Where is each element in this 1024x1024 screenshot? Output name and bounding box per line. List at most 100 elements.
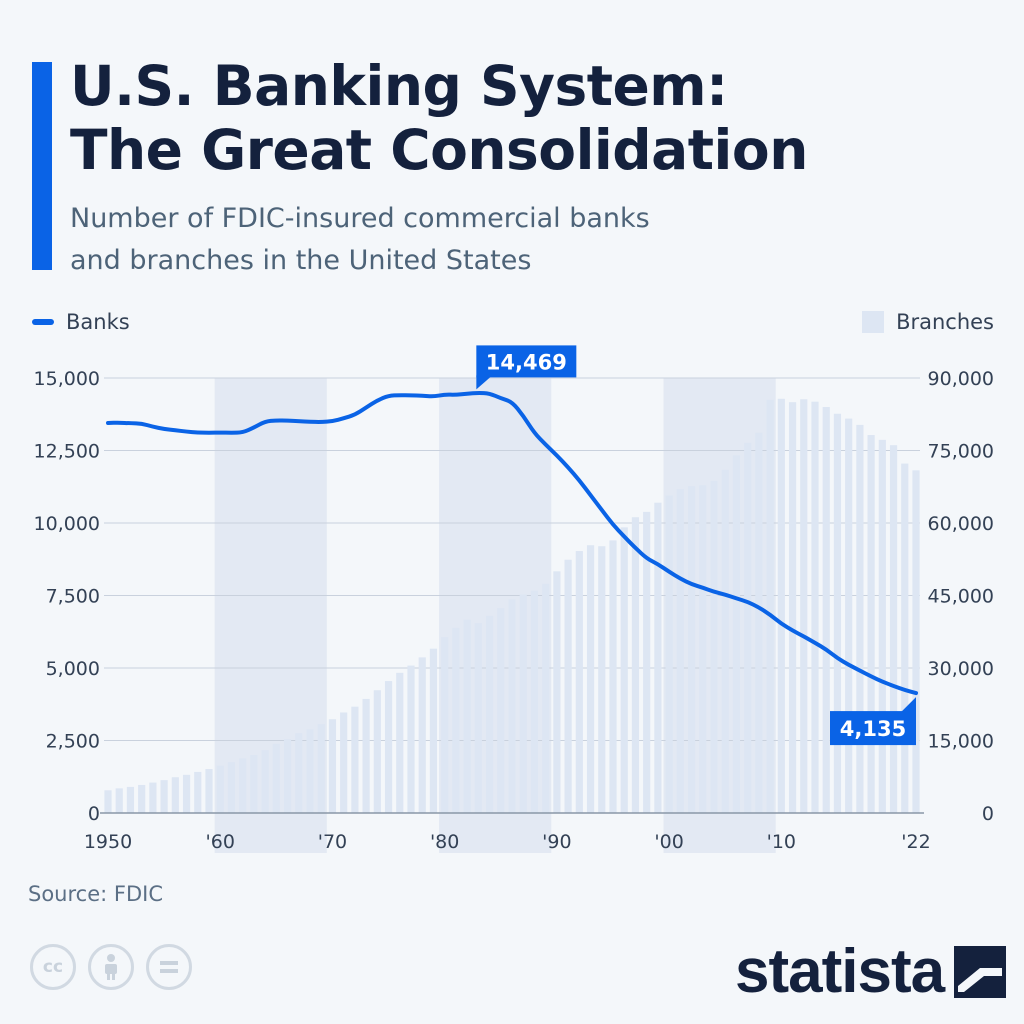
subtitle: Number of FDIC-insured commercial banks … — [70, 198, 770, 282]
branch-bar — [676, 489, 684, 813]
branch-bar — [239, 758, 247, 813]
title-line-2: The Great Consolidation — [70, 118, 808, 182]
cc-icon: cc — [30, 944, 76, 990]
branch-bar — [407, 665, 415, 813]
license-icons: cc — [30, 944, 192, 990]
branch-bar — [901, 463, 909, 813]
branch-bar — [340, 712, 348, 813]
branch-bar — [620, 527, 628, 813]
branch-bar — [295, 733, 303, 813]
branch-bar — [732, 455, 741, 813]
left-axis-tick-label: 0 — [88, 803, 100, 825]
branch-bar — [115, 788, 123, 813]
branch-bar — [474, 623, 482, 813]
branch-bar — [788, 402, 797, 813]
branch-bar — [598, 546, 606, 813]
legend-branches: Branches — [862, 310, 994, 334]
branch-bar — [205, 769, 213, 813]
branch-bar — [519, 594, 527, 813]
statista-mark-icon — [954, 945, 1007, 998]
branch-bar — [216, 765, 224, 813]
page-title: U.S. Banking System: The Great Consolida… — [70, 54, 808, 182]
statista-logo[interactable]: statista — [735, 936, 1007, 1007]
annotation-peak-label: 14,469 — [486, 350, 567, 374]
branch-bar — [631, 517, 640, 813]
x-axis-tick-label: 1950 — [84, 831, 132, 853]
legend-line-swatch — [32, 319, 54, 325]
right-axis-tick-label: 0 — [982, 803, 994, 825]
branch-bar — [227, 762, 236, 813]
branch-bar — [306, 729, 314, 813]
statista-wordmark: statista — [735, 937, 945, 1006]
branch-bar — [317, 724, 325, 813]
right-axis-tick-label: 30,000 — [928, 658, 994, 680]
branch-bar — [766, 399, 774, 813]
branch-bar — [194, 771, 202, 813]
branch-bar — [856, 424, 864, 813]
branch-bar — [575, 551, 583, 813]
source-note: Source: FDIC — [28, 882, 163, 906]
branch-bar — [328, 719, 337, 813]
branch-bar — [396, 672, 404, 813]
left-axis-tick-label: 10,000 — [34, 513, 100, 535]
banks-line — [106, 390, 918, 696]
branch-bar — [665, 495, 673, 813]
branch-bar — [867, 435, 875, 813]
x-axis-tick-label: '70 — [318, 831, 347, 853]
branch-bar — [643, 511, 651, 813]
branch-bar — [261, 750, 269, 813]
left-axis-tick-label: 12,500 — [34, 441, 100, 463]
left-axis-tick-label: 5,000 — [46, 658, 100, 680]
branch-bar — [822, 407, 830, 813]
branch-bar — [429, 648, 438, 813]
no-derivatives-icon — [146, 944, 192, 990]
branch-bar — [721, 469, 729, 813]
branch-bar — [542, 583, 550, 813]
branch-bar — [889, 445, 898, 813]
branch-bar — [508, 599, 516, 813]
legend-banks: Banks — [32, 310, 130, 334]
branch-bar — [744, 442, 752, 813]
left-axis-tick-label: 7,500 — [46, 586, 100, 608]
legend-bar-swatch — [862, 311, 885, 333]
right-axis-tick-label: 60,000 — [928, 513, 994, 535]
branch-bar — [171, 777, 179, 813]
branch-bar — [485, 615, 494, 813]
x-axis-tick-label: '60 — [206, 831, 235, 853]
annotation-pointer — [900, 697, 916, 714]
branch-bar — [833, 413, 842, 813]
branch-bar — [699, 485, 707, 813]
annotation-box — [476, 345, 577, 378]
branch-bar — [362, 698, 370, 813]
branch-bar — [710, 480, 718, 813]
branch-bar — [553, 571, 561, 813]
branch-bar — [586, 545, 595, 813]
x-axis-tick-label: '90 — [542, 831, 571, 853]
right-axis-tick-label: 75,000 — [928, 441, 994, 463]
legend-banks-label: Banks — [66, 310, 130, 334]
branch-bar — [351, 706, 359, 813]
branch-bar — [418, 657, 426, 813]
left-axis-tick-label: 15,000 — [34, 368, 100, 390]
branch-bar — [609, 540, 617, 813]
branch-bar — [878, 439, 886, 813]
x-axis-tick-label: '22 — [901, 831, 930, 853]
branch-bar — [126, 786, 135, 813]
left-axis-tick-label: 2,500 — [46, 731, 100, 753]
branch-bar — [912, 470, 920, 813]
branch-bar — [811, 401, 819, 813]
right-axis-tick-label: 45,000 — [928, 586, 994, 608]
branch-bar — [149, 782, 157, 813]
branch-bar — [654, 502, 662, 813]
branch-bar — [530, 590, 539, 813]
branch-bar — [777, 398, 785, 813]
branch-bar — [687, 486, 696, 813]
subtitle-line-2: and branches in the United States — [70, 245, 532, 276]
right-axis-tick-label: 90,000 — [928, 368, 994, 390]
branch-bar — [182, 774, 191, 813]
legend-branches-label: Branches — [896, 310, 994, 334]
banking-chart: 0 2,500 5,000 7,500 10,000 12,500 15,000 0 15,00… — [34, 345, 994, 853]
branch-bar — [441, 637, 449, 813]
branch-bar — [755, 432, 763, 813]
subtitle-line-1: Number of FDIC-insured commercial banks — [70, 203, 650, 234]
